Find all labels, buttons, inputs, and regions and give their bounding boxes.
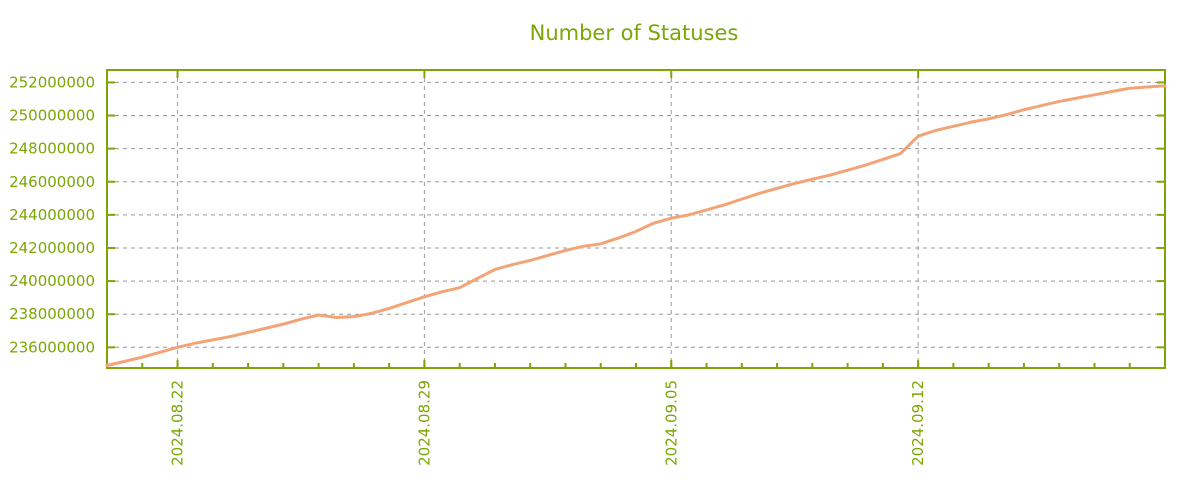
y-axis-tick-label: 252000000 <box>9 73 95 91</box>
data-series-line <box>105 84 1167 368</box>
x-axis-tick-labels: 2024.08.22 2024.08.29 2024.09.05 2024.09.12 <box>169 380 928 466</box>
x-axis-ticks <box>176 70 920 368</box>
y-axis-tick-label: 244000000 <box>9 206 95 224</box>
x-axis-tick-label: 2024.08.22 <box>169 380 187 466</box>
chart-title: Number of Statuses <box>530 21 739 45</box>
y-axis-tick-labels: 236000000 238000000 240000000 242000000 2440… <box>9 73 95 356</box>
x-axis-tick-label: 2024.09.12 <box>909 380 927 466</box>
x-axis-tick-label: 2024.08.29 <box>415 380 433 466</box>
plot-area-border <box>106 69 1166 369</box>
vertical-grid-lines <box>177 70 919 368</box>
y-axis-tick-label: 236000000 <box>9 338 95 356</box>
y-axis-tick-label: 246000000 <box>9 173 95 191</box>
y-axis-tick-label: 238000000 <box>9 305 95 323</box>
x-axis-tick-label: 2024.09.05 <box>662 380 680 466</box>
y-axis-tick-label: 240000000 <box>9 272 95 290</box>
y-axis-ticks <box>107 81 1165 349</box>
y-axis-tick-label: 248000000 <box>9 140 95 158</box>
grid-lines <box>107 81 1165 348</box>
y-axis-tick-label: 242000000 <box>9 239 95 257</box>
y-axis-tick-label: 250000000 <box>9 107 95 125</box>
